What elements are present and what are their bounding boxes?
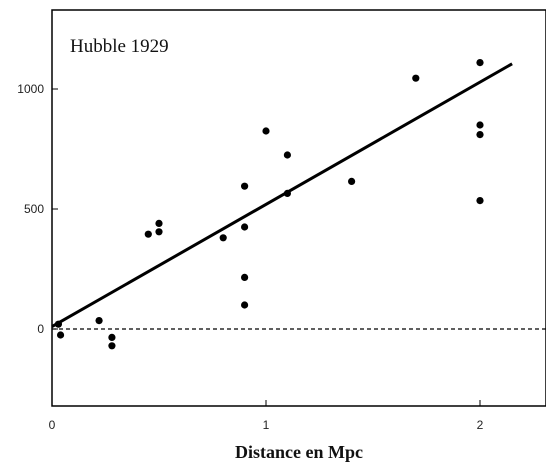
data-point-10 <box>241 223 249 231</box>
data-point-3 <box>108 333 116 341</box>
plot-frame <box>51 9 546 407</box>
data-point-6 <box>155 228 163 236</box>
data-point-5 <box>144 230 152 238</box>
y-tick-label-1: 500 <box>24 202 44 216</box>
x-tick-label-1: 1 <box>263 418 270 432</box>
chart-title: Hubble 1929 <box>70 36 169 57</box>
data-point-16 <box>348 177 356 185</box>
data-point-20 <box>476 131 484 139</box>
data-point-1 <box>56 331 65 339</box>
data-point-12 <box>241 301 249 309</box>
data-point-7 <box>155 219 163 227</box>
data-point-2 <box>95 317 103 325</box>
x-axis-label: Distance en Mpc <box>235 442 363 462</box>
data-point-11 <box>241 273 249 281</box>
x-tick-label-0: 0 <box>49 418 56 432</box>
data-point-0 <box>54 320 63 328</box>
x-tick-label-2: 2 <box>477 418 484 432</box>
data-point-14 <box>283 151 291 159</box>
data-point-21 <box>476 197 484 205</box>
data-point-18 <box>476 59 484 67</box>
data-point-4 <box>108 342 116 350</box>
data-point-8 <box>219 234 227 242</box>
y-tick-label-0: 0 <box>37 322 44 336</box>
data-point-9 <box>241 182 249 190</box>
fit-line <box>51 62 513 328</box>
data-point-15 <box>283 189 291 197</box>
data-point-19 <box>476 121 484 129</box>
data-point-13 <box>262 127 270 135</box>
y-tick-label-2: 1000 <box>17 82 44 96</box>
data-points-group <box>54 59 484 350</box>
data-point-17 <box>412 74 420 82</box>
